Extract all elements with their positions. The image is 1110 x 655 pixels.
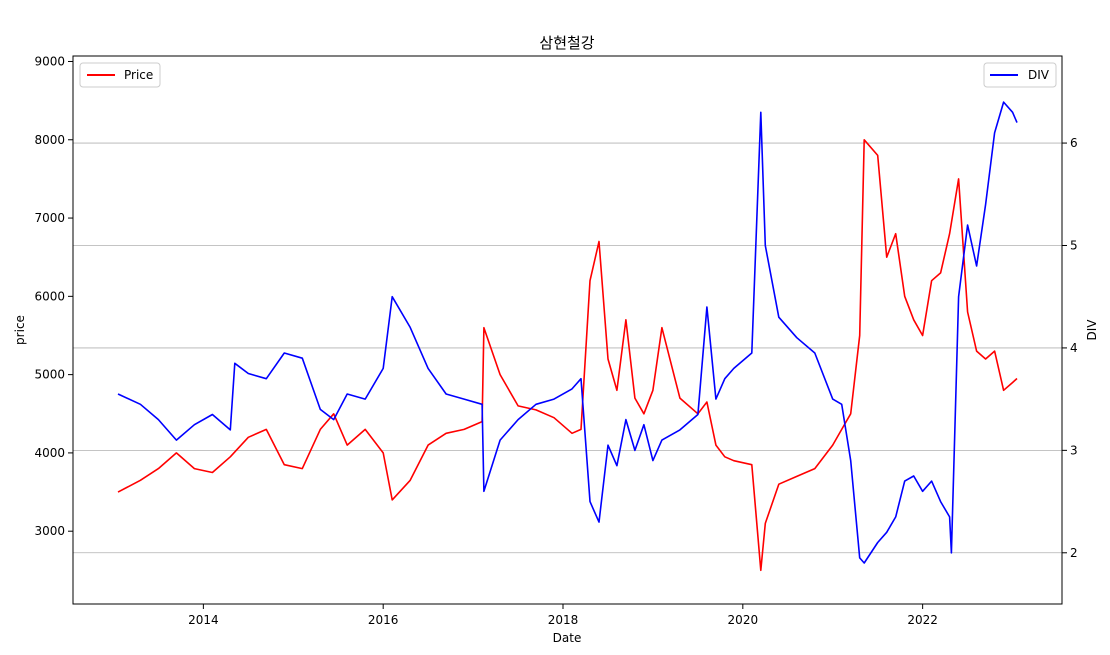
y-axis-right: 2 3 4 5 6 xyxy=(1062,136,1078,560)
y2-tick-label: 2 xyxy=(1070,546,1078,560)
series-line-price xyxy=(117,139,1018,572)
y-axis-left: 3000 4000 5000 6000 7000 8000 9000 xyxy=(34,54,73,538)
legend-price-box xyxy=(79,62,161,88)
y-tick-label: 3000 xyxy=(34,524,65,538)
y2-tick-label: 4 xyxy=(1070,341,1078,355)
y-tick-label: 9000 xyxy=(34,54,65,68)
x-tick-label: 2022 xyxy=(907,613,938,627)
y2-tick-label: 5 xyxy=(1070,238,1078,252)
legend-price: Price xyxy=(79,62,161,88)
x-tick-label: 2018 xyxy=(548,613,579,627)
x-tick-label: 2016 xyxy=(368,613,399,627)
legend-div-label: DIV xyxy=(1028,68,1050,82)
series-line-div xyxy=(117,101,1018,564)
y-tick-label: 8000 xyxy=(34,133,65,147)
y-tick-label: 6000 xyxy=(34,289,65,303)
y2-axis-label: DIV xyxy=(1085,319,1099,341)
x-tick-label: 2020 xyxy=(728,613,759,627)
y2-tick-label: 3 xyxy=(1070,443,1078,457)
x-tick-label: 2014 xyxy=(188,613,219,627)
y2-tick-label: 6 xyxy=(1070,136,1078,150)
x-axis-label: Date xyxy=(553,631,582,645)
legend-div-box xyxy=(983,62,1057,88)
grid-lines xyxy=(73,142,1062,554)
series-layer xyxy=(117,101,1018,572)
y-tick-label: 4000 xyxy=(34,446,65,460)
legend-div: DIV xyxy=(983,62,1057,88)
y-axis-label: price xyxy=(13,315,27,345)
y-tick-label: 7000 xyxy=(34,211,65,225)
legend-price-label: Price xyxy=(124,68,153,82)
plot-frame xyxy=(72,55,1063,605)
y-tick-label: 5000 xyxy=(34,368,65,382)
x-axis: 2014 2016 2018 2020 2022 xyxy=(188,604,938,627)
chart-title: 삼현철강 xyxy=(539,34,594,52)
